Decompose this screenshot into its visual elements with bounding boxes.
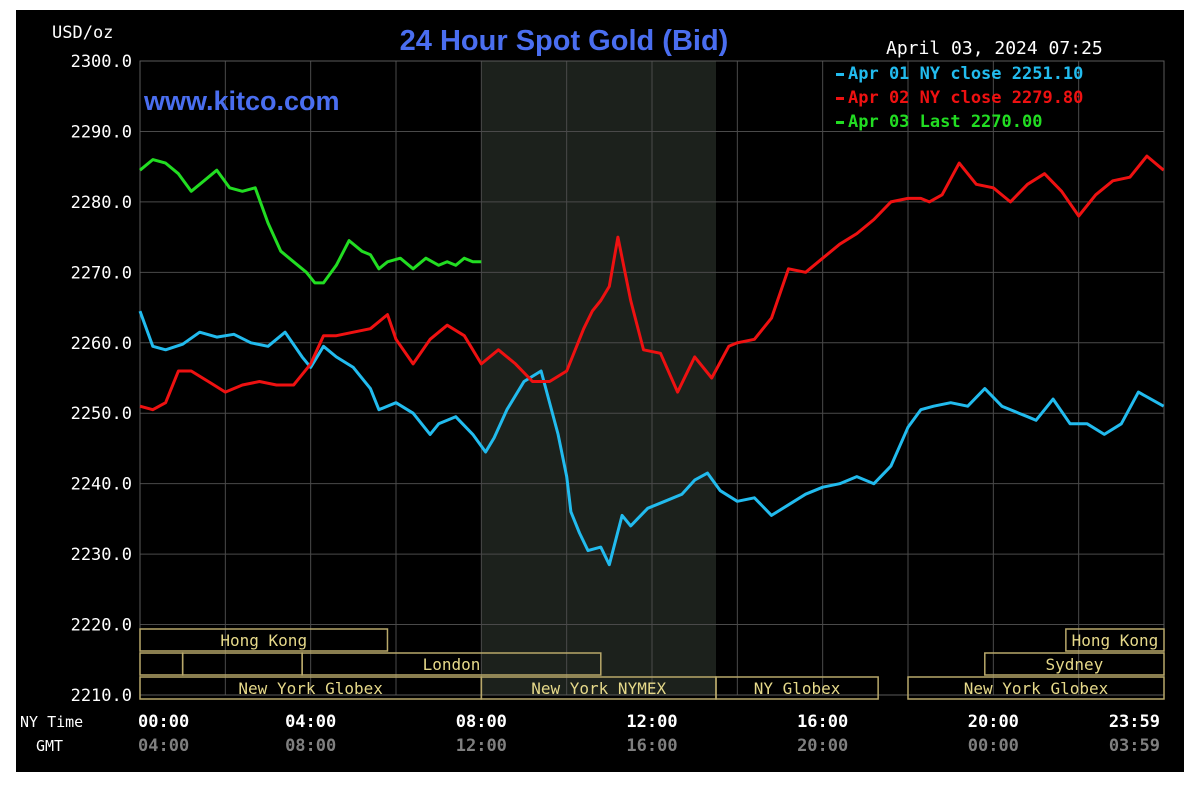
x-tick-label-ny: 12:00: [626, 712, 677, 732]
session-box: [1065, 628, 1165, 652]
session-label: Sydney: [1046, 655, 1104, 674]
unit-label: USD/oz: [52, 23, 113, 43]
session-label: New York Globex: [964, 679, 1109, 698]
x-row-label-ny: NY Time: [20, 713, 83, 731]
y-tick-label: 2300.0: [71, 52, 132, 72]
x-row-label-gmt: GMT: [36, 737, 63, 755]
session-box: [301, 652, 602, 676]
y-tick-label: 2250.0: [71, 404, 132, 424]
x-tick-label-ny: 20:00: [968, 712, 1019, 732]
session-box: [181, 652, 303, 676]
y-tick-label: 2280.0: [71, 193, 132, 213]
y-tick-label: 2210.0: [71, 686, 132, 706]
x-tick-label-ny: 08:00: [456, 712, 507, 732]
y-tick-label: 2260.0: [71, 334, 132, 354]
y-tick-label: 2230.0: [71, 545, 132, 565]
x-tick-label-gmt: 20:00: [797, 736, 848, 756]
legend-entry: Apr 03 Last 2270.00: [848, 112, 1042, 132]
chart-frame: 2300.0 2290.0 2280.0 2270.0 2260.0 2250.0 2240…: [16, 10, 1184, 772]
session-label: New York Globex: [238, 679, 383, 698]
y-tick-label: 2240.0: [71, 475, 132, 495]
x-tick-label-gmt: 04:00: [138, 736, 189, 756]
x-tick-label-gmt: 12:00: [456, 736, 507, 756]
x-tick-label-gmt: 00:00: [968, 736, 1019, 756]
series-line-3: [139, 158, 482, 285]
legend-swatch: [836, 121, 844, 124]
x-tick-label-gmt: 03:59: [1109, 736, 1160, 756]
session-label: New York NYMEX: [531, 679, 666, 698]
session-label: NY Globex: [754, 679, 841, 698]
session-label: London: [423, 655, 481, 674]
session-box: [139, 652, 184, 676]
x-tick-label-gmt: 16:00: [626, 736, 677, 756]
trading-hours-shade: [481, 61, 716, 695]
x-tick-label-ny: 16:00: [797, 712, 848, 732]
chart-title: 24 Hour Spot Gold (Bid): [400, 25, 729, 57]
x-tick-label-ny: 23:59: [1109, 712, 1160, 732]
date-label: April 03, 2024 07:25: [886, 38, 1103, 59]
session-box: [907, 676, 1165, 700]
legend-entry: Apr 01 NY close 2251.10: [848, 64, 1083, 84]
legend: Apr 01 NY close 2251.10 Apr 02 NY close 2…: [836, 64, 1083, 132]
y-tick-label: 2290.0: [71, 122, 132, 142]
series-line-2: [139, 154, 1165, 412]
legend-swatch: [836, 97, 844, 100]
session-box: [715, 676, 879, 700]
plot-border: [139, 60, 1165, 696]
series-line-1: [138, 310, 1165, 567]
y-tick-label: 2270.0: [71, 263, 132, 283]
session-label: Hong Kong: [1072, 631, 1159, 650]
x-tick-label-gmt: 08:00: [285, 736, 336, 756]
y-tick-label: 2220.0: [71, 616, 132, 636]
watermark: www.kitco.com: [143, 86, 340, 116]
session-label: Hong Kong: [220, 631, 307, 650]
gold-price-chart: 2300.0 2290.0 2280.0 2270.0 2260.0 2250.0 2240…: [20, 23, 1165, 756]
x-tick-label-ny: 04:00: [285, 712, 336, 732]
legend-swatch: [836, 73, 844, 76]
session-box: [984, 652, 1165, 676]
session-box: [139, 628, 389, 652]
x-tick-label-ny: 00:00: [138, 712, 189, 732]
legend-entry: Apr 02 NY close 2279.80: [848, 88, 1083, 108]
